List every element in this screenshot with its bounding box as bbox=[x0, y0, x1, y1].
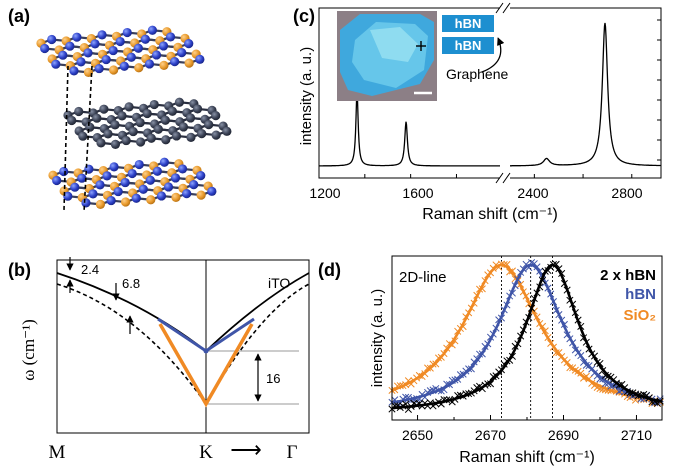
hbn-box-bottom-label: hBN bbox=[455, 38, 482, 53]
peak-position-lines bbox=[501, 256, 553, 420]
raman-spectrum-right bbox=[510, 22, 661, 167]
panel-c-label: (c) bbox=[293, 6, 315, 26]
x-label-m: M bbox=[49, 442, 66, 463]
crystal-structure bbox=[36, 25, 232, 213]
panel-b: (b) 2.4 6.8 16 iTO ω (cm⁻¹) M K ⟶ Γ bbox=[8, 257, 310, 463]
panel-c-ylabel: intensity (a. u.) bbox=[298, 47, 315, 145]
series-2-fit bbox=[391, 263, 663, 410]
fit-orange bbox=[158, 323, 254, 408]
hbn-box-top bbox=[442, 15, 494, 32]
k-point-blue bbox=[203, 348, 209, 354]
graphene-pointer-arrow bbox=[481, 37, 505, 73]
branch-label: iTO bbox=[268, 275, 290, 291]
panel-c-xlabel: Raman shift (cm⁻¹) bbox=[422, 206, 558, 223]
panel-d-label: (d) bbox=[318, 260, 341, 280]
d-xtick-label-2650: 2650 bbox=[402, 427, 433, 443]
legend-hbn: hBN bbox=[625, 286, 656, 303]
series-0-fit bbox=[391, 263, 663, 404]
annot-16: 16 bbox=[266, 371, 280, 386]
graphene-region bbox=[370, 27, 418, 62]
panel-c-frame bbox=[318, 7, 662, 179]
graphene-layer-atoms bbox=[63, 97, 232, 149]
panel-b-ylabel: ω (cm⁻¹) bbox=[19, 319, 38, 381]
panel-c: (c) hBN hBN Graphene intensity (a. u.) 1… bbox=[293, 0, 662, 223]
annot-2p4: 2.4 bbox=[81, 262, 99, 277]
dispersion-dashed bbox=[56, 283, 310, 406]
axis-break-marks bbox=[495, 2, 511, 184]
x-label-gamma: Γ bbox=[287, 442, 298, 463]
panel-b-frame bbox=[56, 259, 310, 434]
panel-c-xtick-2800: 2800 bbox=[611, 185, 642, 201]
panel-d-tick-labels: 2650 2670 2690 2710 bbox=[402, 427, 652, 443]
hbn-box-top-label: hBN bbox=[455, 16, 482, 31]
hbn-layer-top bbox=[36, 25, 205, 77]
legend-sio2: SiO₂ bbox=[623, 307, 656, 324]
panel-c-xtick-1600: 1600 bbox=[402, 185, 433, 201]
panel-c-xtick-2400: 2400 bbox=[517, 185, 548, 201]
panel-b-label: (b) bbox=[8, 260, 31, 280]
d-xtick-label-2690: 2690 bbox=[548, 427, 579, 443]
graphene-label: Graphene bbox=[446, 66, 508, 82]
panel-a-label: (a) bbox=[8, 6, 30, 26]
optical-micrograph-inset bbox=[337, 11, 437, 101]
break-mask-top bbox=[500, 0, 510, 16]
panel-c-ticks bbox=[318, 19, 661, 178]
hbn-layer-bottom-atoms bbox=[48, 157, 217, 209]
legend-2xhbn: 2 x hBN bbox=[600, 267, 656, 284]
break-mask-bottom bbox=[500, 172, 510, 184]
panel-d: (d) 2D-line 2 x hBN hBN SiO₂ intensity (… bbox=[318, 255, 664, 466]
series-2 bbox=[388, 260, 664, 413]
stacking-guide-left bbox=[63, 65, 69, 211]
hbn-box-bottom bbox=[442, 37, 494, 54]
hbn-layer-bottom bbox=[48, 157, 217, 209]
x-label-k: K bbox=[199, 442, 213, 463]
panel-d-ticks bbox=[417, 415, 637, 420]
raman-spectrum-left bbox=[319, 91, 500, 167]
annot-6p8: 6.8 bbox=[122, 276, 140, 291]
panel-c-xtick-1200: 1200 bbox=[309, 185, 340, 201]
line-label: 2D-line bbox=[399, 269, 447, 286]
x-label-arrow: ⟶ bbox=[230, 437, 262, 462]
d-xtick-label-2710: 2710 bbox=[621, 427, 652, 443]
d-xtick-label-2670: 2670 bbox=[475, 427, 506, 443]
panel-d-ylabel: intensity (a. u.) bbox=[369, 289, 386, 387]
hbn-layer-top-atoms bbox=[36, 25, 205, 77]
panel-d-xlabel: Raman shift (cm⁻¹) bbox=[459, 449, 595, 466]
graphene-layer bbox=[63, 97, 232, 149]
panel-d-series bbox=[388, 259, 664, 413]
stacking-guide-right bbox=[83, 65, 93, 213]
panel-d-frame-overlay bbox=[391, 255, 663, 421]
